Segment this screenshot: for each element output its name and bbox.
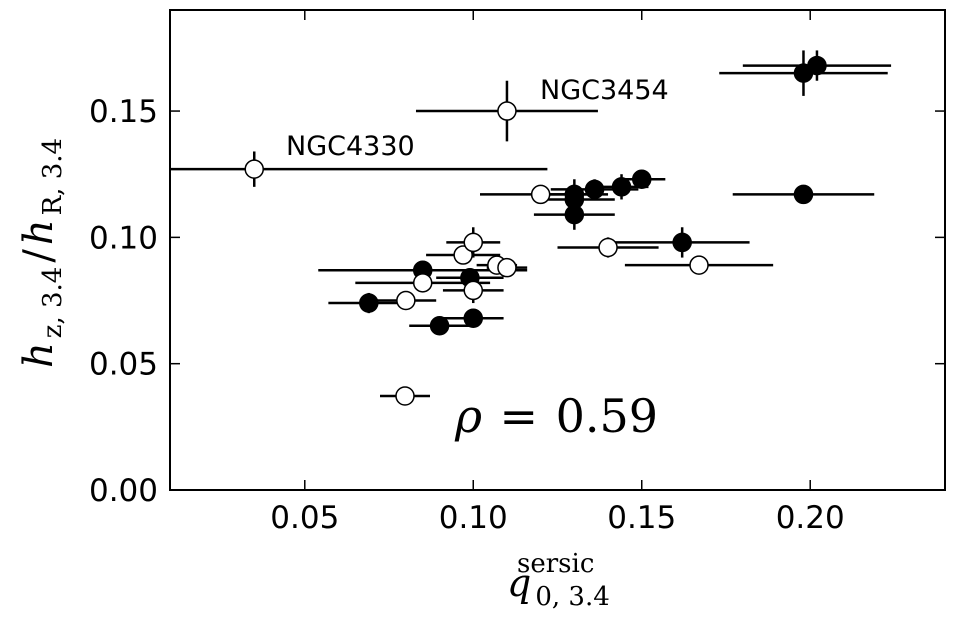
open-circle-point	[463, 280, 484, 301]
filled-circle-point	[793, 184, 814, 205]
x-axis-label-subscript: 0, 3.4	[535, 582, 609, 612]
y-tick-label: 0.00	[89, 473, 158, 509]
legend-rho: ρ	[454, 389, 482, 443]
y-axis-label-denominator-subscript: R, 3.4	[38, 138, 68, 215]
y-axis-label-denominator: h	[16, 219, 62, 245]
open-circle-point	[463, 232, 484, 253]
y-axis-label-numerator-subscript: z, 3.4	[38, 267, 68, 339]
legend-equals: =	[500, 389, 539, 443]
plot-background	[170, 10, 945, 490]
open-circle-point	[244, 159, 264, 179]
open-circle-point	[453, 245, 473, 265]
y-tick-label: 0.05	[89, 347, 158, 383]
axis-ticks: 0.05 0.10 0.15 0.20 0.00 0.05 0.10 0.15	[89, 10, 945, 536]
x-tick-label: 0.05	[270, 500, 339, 536]
open-circle-point	[412, 273, 433, 293]
y-axis-label: h z, 3.4 / h R, 3.4	[16, 138, 68, 368]
open-circle-point	[497, 257, 517, 278]
legend-label: ρ = 0.59	[454, 389, 658, 443]
filled-circle-point	[611, 177, 632, 197]
filled-circle-point	[463, 308, 484, 328]
y-tick-label: 0.15	[89, 94, 158, 130]
filled-circle-point	[631, 169, 652, 190]
open-circle-point	[497, 101, 517, 121]
filled-circle-point	[429, 316, 450, 336]
plot-frame	[169, 9, 946, 491]
x-tick-label: 0.20	[776, 500, 845, 536]
open-circle-point	[598, 237, 618, 258]
y-tick-label: 0.10	[89, 220, 158, 256]
filled-circle-point	[672, 232, 692, 253]
x-axis-label-superscript: sersic	[517, 549, 594, 579]
open-circle-point	[530, 184, 551, 205]
y-axis-label-numerator: h	[16, 342, 62, 368]
data-points	[244, 55, 827, 336]
x-tick-label: 0.10	[439, 500, 508, 536]
open-circle-point	[396, 290, 416, 311]
filled-circle-point	[359, 293, 379, 313]
legend-marker-open-circle	[395, 386, 415, 406]
open-circle-point	[689, 255, 709, 275]
x-axis-label-symbol: q	[507, 561, 531, 605]
annotation-ngc4330: NGC4330	[286, 131, 415, 162]
filled-circle-point	[564, 184, 585, 205]
legend-rho-value: 0.59	[556, 389, 658, 443]
x-tick-label: 0.15	[607, 500, 676, 536]
x-axis-label: q 0, 3.4	[507, 561, 610, 612]
legend: ρ = 0.59	[380, 386, 658, 443]
filled-circle-point	[807, 55, 827, 76]
filled-circle-point	[584, 179, 605, 200]
annotation-ngc3454: NGC3454	[540, 75, 669, 106]
y-axis-label-slash: /	[16, 249, 62, 263]
